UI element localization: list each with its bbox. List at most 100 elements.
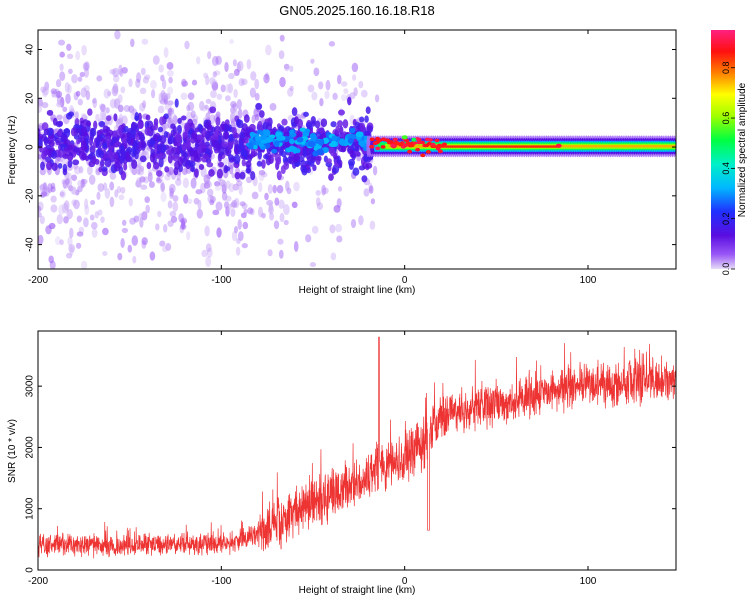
spectrogram-cell bbox=[40, 191, 48, 197]
spectrogram-cell bbox=[276, 184, 284, 194]
spectrogram-cell bbox=[281, 118, 288, 126]
spectrogram-cell bbox=[259, 134, 267, 141]
spectrogram-cell bbox=[229, 38, 234, 45]
spectrogram-cell bbox=[67, 83, 72, 94]
spectrogram-cell bbox=[156, 176, 161, 182]
spectrogram-cell bbox=[166, 100, 174, 106]
spectrogram-cell bbox=[117, 94, 123, 104]
spectrogram-cell bbox=[258, 181, 263, 193]
spectrogram-cell bbox=[243, 208, 248, 215]
spectrogram-cell bbox=[118, 127, 123, 136]
spectrogram-cell bbox=[388, 140, 394, 144]
spectrogram-cell bbox=[167, 86, 174, 95]
spectrogram-cell bbox=[66, 53, 74, 60]
spectrogram-cell bbox=[59, 191, 65, 197]
spectrogram-cell bbox=[41, 101, 49, 109]
spectrogram-cell bbox=[155, 170, 163, 177]
spectrogram-cell bbox=[237, 108, 243, 119]
spectrogram-cell bbox=[229, 107, 237, 114]
spectrogram-cell bbox=[178, 213, 184, 223]
spectrogram-cell bbox=[165, 93, 171, 100]
spectrogram-y-ticks: -40 -20 0 20 40 bbox=[25, 44, 676, 252]
spectrogram-cell bbox=[264, 192, 269, 201]
spectrogram-cell bbox=[336, 155, 341, 165]
spectrogram-cell bbox=[152, 161, 160, 170]
spectrogram-cell bbox=[354, 121, 360, 129]
spectrogram-cell bbox=[261, 159, 266, 169]
spectrogram-cell bbox=[216, 227, 222, 238]
spectrogram-cell bbox=[159, 116, 165, 126]
spectrogram-cell bbox=[329, 224, 336, 234]
snr-x-label: Height of straight line (km) bbox=[299, 585, 416, 596]
spectrogram-cell bbox=[168, 183, 176, 194]
spectrogram-cell bbox=[159, 240, 166, 247]
spectrogram-cell bbox=[289, 65, 294, 73]
spectrogram-cell bbox=[289, 129, 295, 135]
snr-y-tick-label: 1000 bbox=[25, 497, 36, 520]
spectrogram-cell bbox=[442, 142, 447, 147]
spectrogram-cell bbox=[136, 121, 144, 129]
spectrogram-cell bbox=[236, 119, 244, 129]
spectrogram-cell bbox=[137, 130, 143, 137]
spectrogram-cell bbox=[166, 149, 173, 155]
spectrogram-cell bbox=[230, 208, 236, 217]
spectrogram-cell bbox=[92, 97, 98, 109]
spectrogram-cell bbox=[80, 140, 87, 151]
spectrogram-cell bbox=[258, 169, 266, 176]
spectrogram-cell bbox=[157, 210, 162, 218]
spectrogram-cell bbox=[186, 104, 191, 112]
spectrogram-cell bbox=[285, 147, 293, 153]
spectrogram-cell bbox=[67, 144, 73, 151]
spectrogram-cell bbox=[320, 118, 328, 128]
spectrogram-cell bbox=[54, 137, 62, 144]
spectrogram-cell bbox=[158, 64, 164, 73]
spectrogram-cell bbox=[50, 204, 58, 213]
spectrogram-cell bbox=[120, 186, 126, 194]
spectrogram-cell bbox=[246, 59, 252, 70]
spectrogram-cell bbox=[140, 134, 146, 142]
spectrogram-cell bbox=[188, 148, 194, 156]
spectrogram-cell bbox=[234, 138, 239, 149]
spectrogram-cell bbox=[168, 76, 173, 84]
spectrogram-cell bbox=[117, 104, 124, 113]
spectrogram-cell bbox=[285, 180, 290, 192]
spectrogram-cell bbox=[128, 197, 133, 207]
spectrogram-cell bbox=[341, 94, 347, 102]
spectrogram-cell bbox=[210, 90, 217, 99]
spectrogram-cell bbox=[257, 150, 263, 160]
spectrogram-cell bbox=[333, 205, 341, 213]
spectrogram-cell bbox=[43, 136, 49, 146]
spectrogram-cell bbox=[205, 243, 212, 253]
spectrogram-cell bbox=[407, 149, 413, 154]
spectrogram-cell bbox=[65, 177, 73, 189]
spectrogram-cell bbox=[338, 138, 346, 146]
spectrogram-y-tick-label: -20 bbox=[25, 188, 36, 203]
spectrogram-cell bbox=[258, 142, 264, 148]
spectrogram-cell bbox=[57, 129, 63, 137]
spectrogram-cell bbox=[102, 142, 108, 149]
spectrogram-cell bbox=[117, 252, 123, 261]
spectrogram-cell bbox=[55, 90, 63, 98]
spectrogram-cell bbox=[265, 122, 273, 132]
spectrogram-cell bbox=[75, 242, 82, 249]
spectrogram-cell bbox=[40, 161, 45, 171]
spectrogram-cell bbox=[283, 63, 290, 70]
spectrogram-cell bbox=[131, 152, 136, 158]
spectrogram-cell bbox=[63, 216, 69, 224]
spectrogram-cell bbox=[303, 111, 309, 117]
spectrogram-cell bbox=[279, 34, 285, 42]
spectrogram-cell bbox=[233, 88, 238, 98]
spectrogram-cell bbox=[172, 114, 178, 125]
spectrogram-cell bbox=[202, 153, 209, 159]
spectrogram-cell bbox=[102, 227, 109, 236]
spectrogram-cell bbox=[242, 221, 249, 230]
spectrogram-cell bbox=[227, 83, 234, 94]
spectrogram-x-tick-label: 0 bbox=[402, 275, 408, 286]
spectrogram-cell bbox=[330, 252, 337, 261]
spectrogram-cell bbox=[380, 145, 386, 149]
spectrogram-cell bbox=[352, 74, 357, 81]
spectrogram-cell bbox=[207, 188, 214, 197]
spectrogram-cell bbox=[84, 198, 89, 210]
spectrogram-cell bbox=[263, 153, 270, 160]
